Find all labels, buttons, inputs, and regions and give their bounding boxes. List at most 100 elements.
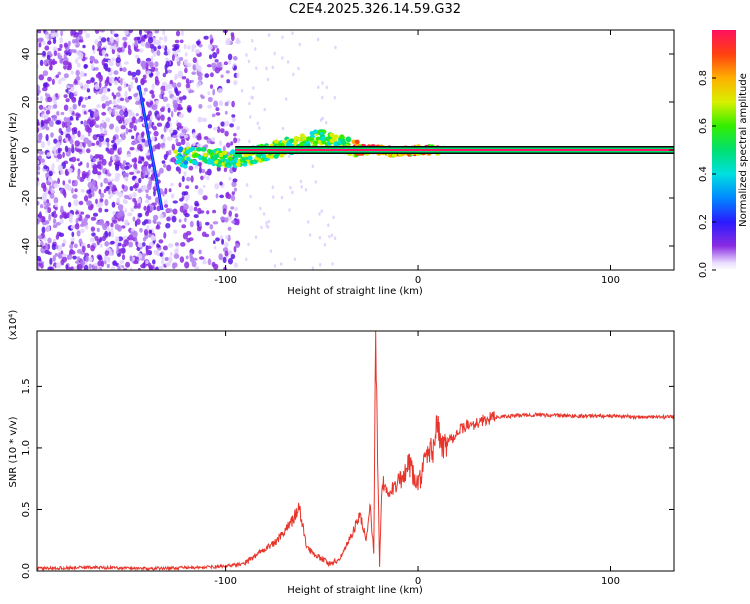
noise-speckle	[180, 138, 186, 145]
noise-speckle	[100, 126, 104, 134]
noise-speckle	[39, 59, 44, 66]
noise-speckle	[161, 258, 165, 266]
noise-speckle	[119, 147, 122, 152]
noise-speckle	[94, 39, 98, 45]
noise-speckle	[68, 254, 73, 260]
noise-speckle	[196, 220, 200, 228]
colorbar-label: Normalized spectral amplitude	[738, 73, 749, 227]
noise-speckle	[164, 257, 169, 261]
noise-speckle	[194, 49, 199, 54]
noise-speckle	[219, 181, 223, 186]
noise-speckle	[103, 128, 108, 135]
noise-speckle	[142, 253, 147, 257]
noise-speckle	[87, 95, 91, 100]
noise-speckle	[151, 66, 156, 73]
noise-speckle	[165, 222, 171, 229]
noise-speckle	[90, 226, 96, 232]
ridge-blob	[185, 149, 191, 155]
noise-speckle	[55, 142, 61, 149]
noise-speckle	[70, 70, 74, 75]
noise-speckle	[207, 258, 212, 266]
noise-speckle	[226, 79, 231, 84]
noise-speckle	[132, 216, 136, 222]
noise-speckle	[90, 77, 95, 83]
noise-speckle	[172, 82, 177, 88]
noise-speckle	[111, 155, 116, 161]
noise-speckle	[144, 79, 147, 83]
noise-speckle	[110, 240, 115, 245]
noise-speckle	[167, 243, 174, 248]
noise-speckle	[137, 188, 142, 193]
noise-speckle	[216, 126, 221, 133]
noise-speckle	[321, 95, 324, 100]
noise-speckle	[280, 195, 284, 200]
noise-speckle	[170, 110, 174, 118]
noise-speckle	[120, 133, 126, 141]
noise-speckle	[112, 260, 118, 266]
noise-speckle	[230, 141, 234, 146]
noise-speckle	[78, 39, 84, 43]
noise-speckle	[157, 244, 161, 248]
noise-speckle	[75, 116, 79, 121]
noise-speckle	[100, 198, 104, 202]
noise-speckle	[63, 116, 68, 122]
noise-speckle	[220, 74, 224, 78]
noise-speckle	[152, 126, 157, 131]
noise-speckle	[74, 223, 80, 230]
ridge-blob	[173, 149, 179, 154]
noise-speckle	[178, 113, 184, 119]
noise-speckle	[223, 61, 228, 65]
noise-speckle	[113, 142, 117, 149]
noise-speckle	[186, 237, 191, 243]
noise-speckle	[55, 93, 58, 98]
noise-speckle	[233, 56, 238, 61]
noise-speckle	[120, 117, 125, 122]
noise-speckle	[73, 243, 78, 249]
noise-speckle	[80, 211, 85, 215]
noise-speckle	[212, 209, 217, 214]
noise-speckle	[74, 188, 78, 193]
noise-speckle	[96, 104, 101, 109]
noise-speckle	[166, 164, 172, 172]
noise-speckle	[137, 202, 141, 209]
noise-speckle	[180, 30, 185, 36]
noise-speckle	[233, 262, 238, 268]
noise-speckle	[262, 212, 266, 216]
noise-speckle	[78, 34, 82, 38]
noise-speckle	[108, 250, 113, 257]
x-tick-label: 0	[415, 576, 421, 587]
noise-speckle	[61, 211, 68, 219]
noise-speckle	[86, 200, 92, 206]
noise-speckle	[59, 44, 63, 49]
noise-speckle	[230, 32, 235, 37]
noise-speckle	[259, 206, 262, 211]
noise-speckle	[130, 228, 135, 232]
noise-speckle	[224, 101, 229, 107]
ridge-blob	[333, 134, 339, 139]
noise-speckle	[214, 66, 220, 74]
noise-speckle	[107, 67, 111, 73]
noise-speckle	[66, 185, 72, 192]
noise-speckle	[109, 45, 113, 50]
noise-speckle	[134, 48, 140, 52]
noise-speckle	[37, 165, 41, 171]
noise-speckle	[53, 50, 58, 57]
noise-speckle	[78, 200, 84, 206]
noise-speckle	[228, 210, 232, 217]
noise-speckle	[183, 134, 189, 138]
noise-speckle	[227, 53, 233, 61]
noise-speckle	[92, 164, 98, 170]
noise-speckle	[204, 233, 210, 238]
noise-speckle	[196, 135, 202, 141]
noise-speckle	[42, 245, 46, 249]
noise-speckle	[83, 72, 87, 77]
noise-speckle	[89, 56, 96, 62]
ridge-blob	[177, 148, 183, 153]
noise-speckle	[71, 144, 74, 149]
noise-speckle	[41, 226, 46, 234]
noise-speckle	[167, 83, 173, 90]
noise-speckle	[75, 76, 81, 81]
noise-speckle	[325, 120, 328, 125]
noise-speckle	[150, 56, 154, 63]
noise-speckle	[58, 135, 62, 141]
